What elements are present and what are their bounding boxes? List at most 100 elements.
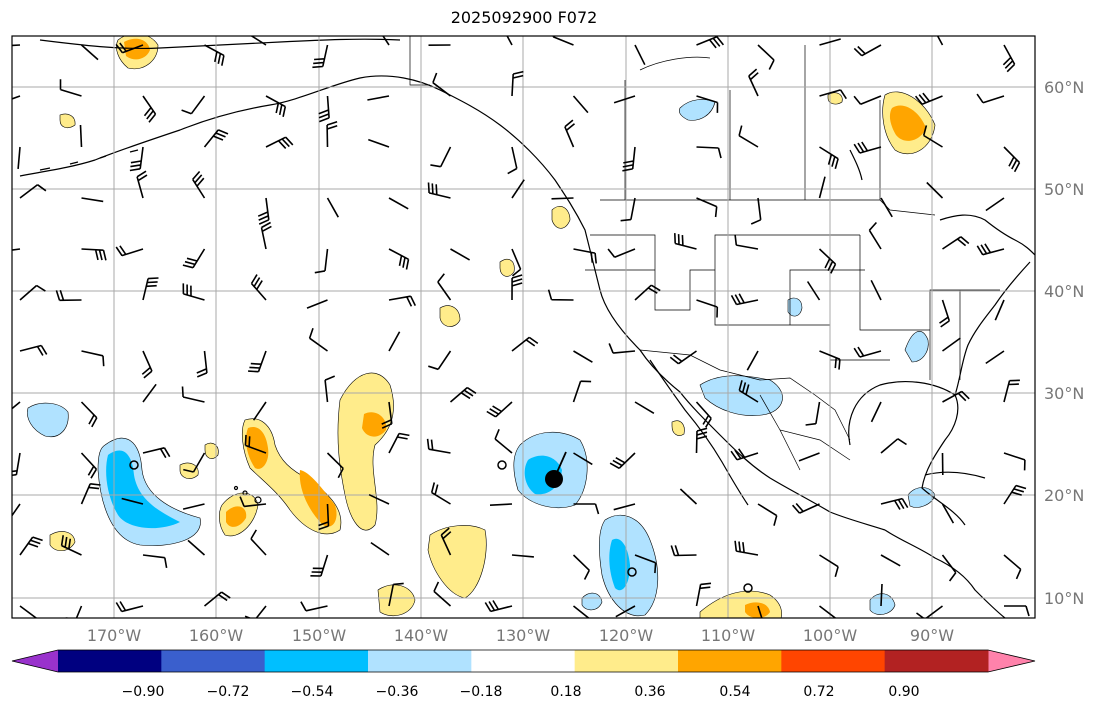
- colorbar-tick-label: 0.90: [888, 684, 920, 700]
- wind-barb: [511, 554, 534, 558]
- wind-barb: [181, 95, 206, 115]
- wind-barb: [142, 95, 157, 123]
- lon-label-170w: 170°W: [86, 626, 142, 645]
- colorbar-tick-label: 0.36: [634, 684, 666, 700]
- wind-barb: [634, 44, 646, 66]
- wind-barb: [450, 248, 470, 261]
- wind-barb: [80, 483, 101, 505]
- wind-barb: [388, 331, 401, 352]
- wind-barb: [622, 146, 636, 172]
- lat-label-40: 40°N: [1044, 282, 1085, 301]
- central-america-coast: [884, 529, 1006, 618]
- hudson-coast: [849, 149, 863, 181]
- us-canada-border: [600, 199, 936, 216]
- alaska-coast: [19, 75, 886, 531]
- wind-barb: [250, 529, 267, 556]
- wind-barb: [370, 541, 390, 556]
- wind-barb: [511, 248, 522, 277]
- wind-barb: [634, 401, 655, 414]
- wind-barb: [81, 350, 105, 367]
- wind-barb: [607, 248, 636, 258]
- wind-barb: [1003, 484, 1027, 505]
- wind-barb: [573, 503, 600, 515]
- wind-barb: [853, 346, 882, 358]
- wind-barb: [310, 554, 329, 577]
- lat-label-50: 50°N: [1044, 180, 1085, 199]
- positive-anomaly-region: [204, 442, 219, 459]
- colorbar-tick-label: −0.72: [206, 684, 250, 700]
- wind-barb: [19, 605, 38, 618]
- wind-barb: [620, 197, 636, 222]
- wind-barb: [12, 401, 21, 410]
- wind-barb: [142, 554, 168, 569]
- wind-barb: [381, 401, 393, 429]
- positive-anomaly-core: [246, 426, 269, 469]
- wind-barb: [819, 146, 839, 170]
- wind-barb: [239, 496, 267, 508]
- wind-barb: [696, 95, 719, 113]
- lon-label-90w: 90°W: [909, 626, 955, 645]
- wind-barb: [551, 197, 574, 200]
- wind-barb: [1003, 379, 1020, 403]
- aleutian-islands: [39, 149, 139, 171]
- wind-barb: [81, 197, 104, 203]
- wind-barb: [819, 38, 841, 46]
- wind-barb: [318, 503, 330, 531]
- wind-barb: [426, 438, 451, 454]
- positive-anomaly-core: [124, 38, 150, 60]
- positive-anomaly-core: [745, 602, 770, 618]
- wind-barb: [115, 601, 144, 613]
- wind-barb: [203, 591, 231, 607]
- wind-barb: [941, 554, 957, 582]
- negative-anomaly-core: [609, 538, 630, 591]
- wind-barb: [182, 503, 205, 510]
- wind-barb: [547, 289, 574, 301]
- wind-barb: [260, 221, 272, 250]
- wind-barb: [936, 36, 944, 46]
- positive-anomaly-region: [827, 92, 843, 105]
- wind-barb: [926, 181, 944, 199]
- wind-barb: [19, 284, 46, 301]
- wind-barb: [507, 146, 518, 175]
- wind-barb: [121, 497, 144, 505]
- lat-label-30: 30°N: [1044, 384, 1085, 403]
- negative-anomaly-region: [699, 375, 783, 416]
- negative-anomaly-region: [904, 331, 929, 363]
- colorbar-segment: [471, 650, 576, 672]
- wind-barb: [819, 605, 837, 618]
- center-marker-barb: [553, 451, 567, 480]
- wind-barb: [81, 248, 107, 261]
- wind-barb: [494, 428, 513, 454]
- wind-barb: [922, 125, 943, 148]
- positive-anomaly-core: [362, 412, 387, 437]
- wind-barb: [674, 233, 697, 250]
- wind-barb: [696, 146, 722, 159]
- alaska-canada-border: [409, 36, 430, 86]
- negative-anomaly-region: [787, 297, 803, 317]
- wind-barb: [80, 452, 98, 479]
- colorbar-segment: [678, 650, 782, 672]
- positive-anomaly-region: [337, 372, 394, 531]
- wind-barb: [324, 375, 336, 403]
- wind-barb: [1003, 554, 1022, 580]
- gridlines: [12, 36, 1035, 618]
- wind-barb: [757, 503, 778, 526]
- station-markers: [129, 451, 753, 593]
- wind-barb: [12, 452, 21, 477]
- negative-anomaly-region: [678, 99, 716, 121]
- wind-barb: [939, 299, 951, 328]
- wind-barb: [79, 124, 83, 148]
- colorbar-segment: [574, 650, 679, 672]
- wind-barb: [308, 328, 328, 352]
- wind-barb: [388, 432, 410, 454]
- wind-barbs: [12, 36, 1030, 618]
- wind-barb: [757, 605, 763, 618]
- east-coast: [954, 261, 1031, 396]
- calm-wind-marker: [743, 583, 753, 593]
- colorbar-segment: [884, 650, 989, 672]
- lon-label-160w: 160°W: [188, 626, 244, 645]
- calm-wind-marker: [627, 567, 637, 577]
- wind-barb: [136, 170, 148, 199]
- wind-barb: [19, 344, 48, 356]
- wind-barb: [695, 582, 712, 607]
